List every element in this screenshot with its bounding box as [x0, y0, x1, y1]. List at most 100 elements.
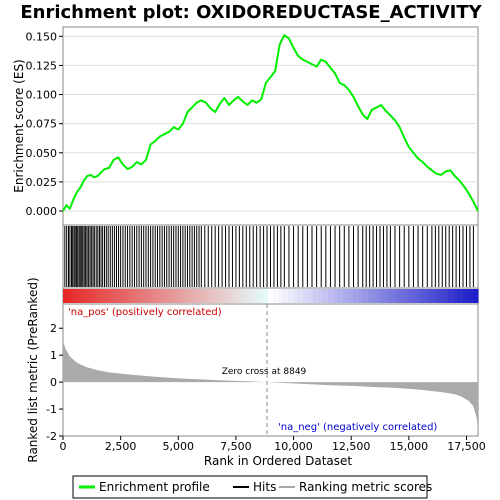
- colorbar-segment: [63, 289, 69, 303]
- colorbar-segment: [103, 289, 109, 303]
- metric-ytick-label: 1: [50, 349, 57, 362]
- positive-correlation-label: 'na_pos' (positively correlated): [68, 307, 222, 318]
- colorbar-segment: [178, 289, 184, 303]
- legend-label-enrichment-profile: Enrichment profile: [99, 480, 210, 494]
- colorbar-segment: [363, 289, 369, 303]
- xtick-label: 12,500: [332, 440, 371, 453]
- es-ytick-label: 0.100: [26, 89, 58, 102]
- colorbar-segment: [343, 289, 349, 303]
- x-axis-label: Rank in Ordered Dataset: [204, 454, 352, 468]
- colorbar-segment: [348, 289, 354, 303]
- colorbar-segment: [418, 289, 424, 303]
- colorbar-segment: [88, 289, 94, 303]
- colorbar-segment: [433, 289, 439, 303]
- colorbar-segment: [408, 289, 414, 303]
- colorbar-segment: [308, 289, 314, 303]
- colorbar-segment: [113, 289, 119, 303]
- colorbar-segment: [73, 289, 79, 303]
- colorbar-segment: [248, 289, 254, 303]
- colorbar-segment: [443, 289, 449, 303]
- colorbar-segment: [143, 289, 149, 303]
- colorbar-segment: [313, 289, 319, 303]
- es-gridlines: [63, 35, 478, 212]
- metric-y-axis: -2 -1 0 1 2: [46, 322, 63, 443]
- colorbar-segment: [118, 289, 124, 303]
- colorbar-segment: [128, 289, 134, 303]
- colorbar-segment: [158, 289, 164, 303]
- colorbar-segment: [423, 289, 429, 303]
- colorbar-segment: [378, 289, 384, 303]
- es-ytick-label: 0.075: [26, 118, 58, 131]
- colorbar-segment: [448, 289, 454, 303]
- colorbar-segment: [388, 289, 394, 303]
- colorbar-segment: [253, 289, 259, 303]
- es-ytick-label: 0.000: [26, 205, 58, 218]
- legend-label-hits: Hits: [253, 480, 276, 494]
- colorbar-segment: [393, 289, 399, 303]
- metric-ytick-label: 0: [50, 376, 57, 389]
- metric-ytick-label: 2: [50, 322, 57, 335]
- colorbar-segment: [198, 289, 204, 303]
- colorbar-segment: [428, 289, 434, 303]
- xtick-label: 15,000: [390, 440, 429, 453]
- es-panel-frame: [62, 26, 479, 226]
- colorbar-segment: [233, 289, 239, 303]
- enrichment-profile-series: [62, 34, 479, 212]
- metric-panel-frame: [62, 303, 479, 437]
- xtick-label: 5,000: [163, 440, 195, 453]
- ranked-metric-series: [63, 304, 478, 436]
- legend-box: [72, 475, 428, 499]
- colorbar-segment: [383, 289, 389, 303]
- colorbar-segment: [398, 289, 404, 303]
- colorbar-segment: [98, 289, 104, 303]
- hits-marks: [64, 226, 474, 287]
- colorbar-segment: [243, 289, 249, 303]
- xtick-label: 2,500: [105, 440, 137, 453]
- xtick-label: 10,000: [274, 440, 313, 453]
- colorbar-segment: [413, 289, 419, 303]
- colorbar-segment: [438, 289, 444, 303]
- es-ytick-label: 0.025: [26, 176, 58, 189]
- colorbar-segment: [193, 289, 199, 303]
- zero-cross-label: Zero cross at 8849: [222, 367, 307, 377]
- legend-label-ranking-metric: Ranking metric scores: [299, 480, 432, 494]
- colorbar-segment: [78, 289, 84, 303]
- colorbar-segment: [293, 289, 299, 303]
- colorbar-segment: [153, 289, 159, 303]
- colorbar-segment: [263, 289, 269, 303]
- colorbar-segment: [93, 289, 99, 303]
- colorbar-segment: [468, 289, 474, 303]
- enrichment-profile-line: [62, 34, 479, 212]
- colorbar-segment: [108, 289, 114, 303]
- colorbar-segment: [283, 289, 289, 303]
- xtick-label: 0: [60, 440, 67, 453]
- colorbar-segment: [328, 289, 334, 303]
- colorbar-segment: [353, 289, 359, 303]
- colorbar-segment: [173, 289, 179, 303]
- x-axis: 0 2,500 5,000 7,500 10,000 12,500 15,000 17,500: [60, 436, 486, 453]
- metric-y-axis-label: Ranked list metric (PreRanked): [26, 277, 40, 462]
- negative-correlation-label: 'na_neg' (negatively correlated): [278, 422, 437, 433]
- colorbar-segment: [203, 289, 209, 303]
- colorbar-segment: [163, 289, 169, 303]
- colorbar-segment: [258, 289, 264, 303]
- colorbar-segment: [323, 289, 329, 303]
- colorbar-segment: [223, 289, 229, 303]
- colorbar-segment: [463, 289, 469, 303]
- colorbar-segment: [68, 289, 74, 303]
- colorbar-segment: [303, 289, 309, 303]
- colorbar-segment: [123, 289, 129, 303]
- colorbar-segment: [168, 289, 174, 303]
- colorbar-segment: [318, 289, 324, 303]
- colorbar-segment: [358, 289, 364, 303]
- colorbar-segment: [453, 289, 459, 303]
- colorbar-segment: [338, 289, 344, 303]
- colorbar-segment: [218, 289, 224, 303]
- colorbar-segment: [138, 289, 144, 303]
- colorbar-segment: [268, 289, 274, 303]
- colorbar-segment: [368, 289, 374, 303]
- colorbar-segment: [133, 289, 139, 303]
- colorbar-segment: [403, 289, 409, 303]
- colorbar-segment: [208, 289, 214, 303]
